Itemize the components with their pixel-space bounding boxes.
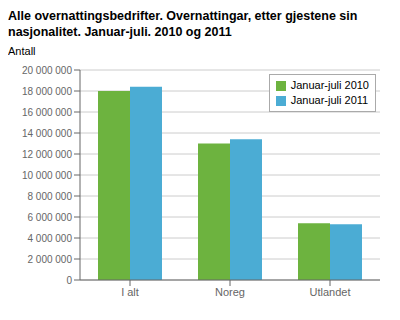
svg-text:I alt: I alt [121, 286, 139, 298]
svg-text:6 000 000: 6 000 000 [28, 212, 73, 223]
html-text:Januar-juli 2010: Januar-juli 2010 [290, 79, 369, 91]
svg-text:14 000 000: 14 000 000 [22, 128, 72, 139]
svg-text:12 000 000: 12 000 000 [22, 149, 72, 160]
svg-text:4 000 000: 4 000 000 [28, 233, 73, 244]
html-text:Alle overnattingsbedrifter. Ov: Alle overnattingsbedrifter. Overnattinga… [8, 9, 358, 39]
svg-text:20 000 000: 20 000 000 [22, 65, 72, 76]
svg-text:10 000 000: 10 000 000 [22, 170, 72, 181]
svg-text:2 000 000: 2 000 000 [28, 254, 73, 265]
svg-text:Noreg: Noreg [215, 286, 245, 298]
svg-text:16 000 000: 16 000 000 [22, 107, 72, 118]
html-text:Antall: Antall [8, 45, 36, 57]
svg-text:8 000 000: 8 000 000 [28, 191, 73, 202]
svg-text:0: 0 [66, 275, 72, 286]
html-text:Januar-juli 2011: Januar-juli 2011 [290, 94, 369, 106]
svg-text:Utlandet: Utlandet [310, 286, 351, 298]
svg-text:18 000 000: 18 000 000 [22, 86, 72, 97]
